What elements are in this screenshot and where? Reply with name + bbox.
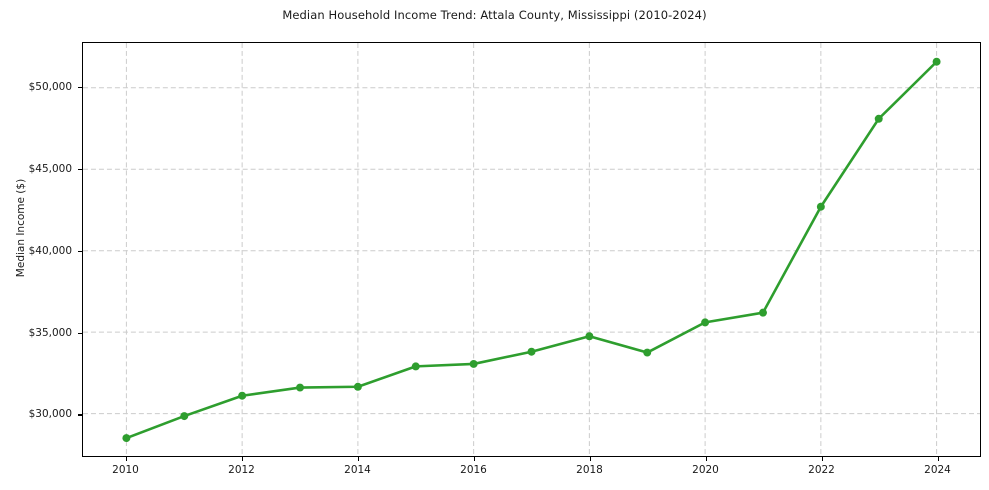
income-line-series bbox=[122, 57, 941, 443]
x-tick-label: 2020 bbox=[692, 464, 719, 476]
data-point-marker bbox=[701, 318, 710, 327]
chart-title: Median Household Income Trend: Attala Co… bbox=[282, 8, 707, 22]
x-tick-mark bbox=[125, 457, 127, 461]
plot-area bbox=[82, 42, 981, 457]
x-tick-mark bbox=[241, 457, 243, 461]
data-point-marker bbox=[643, 348, 652, 357]
x-tick-label: 2010 bbox=[112, 464, 139, 476]
x-tick-label: 2016 bbox=[460, 464, 487, 476]
data-point-marker bbox=[238, 391, 247, 400]
income-trend-line bbox=[125, 60, 938, 440]
data-point-marker bbox=[180, 412, 189, 421]
data-point-marker bbox=[758, 308, 767, 317]
x-tick-mark bbox=[705, 457, 707, 461]
y-tick-mark bbox=[78, 168, 82, 171]
y-tick-label: $35,000 bbox=[28, 326, 72, 339]
x-tick-label: 2018 bbox=[576, 464, 603, 476]
y-tick-label: $40,000 bbox=[28, 244, 72, 257]
x-tick-label: 2012 bbox=[228, 464, 255, 476]
x-tick-mark bbox=[821, 457, 823, 461]
y-tick-label: $45,000 bbox=[28, 162, 72, 175]
x-tick-label: 2014 bbox=[344, 464, 371, 476]
data-point-marker bbox=[932, 57, 941, 66]
data-point-marker bbox=[411, 362, 420, 371]
data-point-marker bbox=[122, 434, 131, 443]
data-point-marker bbox=[527, 347, 536, 356]
data-point-marker bbox=[296, 383, 305, 392]
y-tick-label: $50,000 bbox=[28, 81, 72, 94]
data-point-marker bbox=[585, 332, 594, 341]
x-tick-label: 2022 bbox=[808, 464, 835, 476]
data-point-marker bbox=[816, 202, 825, 211]
y-tick-mark bbox=[78, 414, 82, 416]
y-axis-tick-marks bbox=[74, 42, 82, 457]
data-point-marker bbox=[469, 359, 478, 368]
y-tick-mark bbox=[78, 87, 82, 89]
x-axis-tick-marks bbox=[82, 457, 981, 465]
x-tick-mark bbox=[937, 457, 939, 461]
x-tick-mark bbox=[589, 457, 591, 461]
y-tick-mark bbox=[78, 250, 82, 253]
data-point-marker bbox=[874, 114, 883, 123]
y-tick-label: $30,000 bbox=[28, 408, 72, 421]
x-tick-mark bbox=[473, 457, 475, 461]
x-axis-tick-labels: 2010 2012 2014 2016 2018 2020 2022 2024 bbox=[82, 464, 981, 484]
y-tick-mark bbox=[78, 332, 82, 334]
data-point-marker bbox=[353, 382, 362, 391]
y-axis-tick-labels: $30,000 $35,000 $40,000 $45,000 $50,000 bbox=[0, 42, 72, 457]
x-tick-mark bbox=[357, 457, 359, 461]
x-tick-label: 2024 bbox=[924, 464, 951, 476]
